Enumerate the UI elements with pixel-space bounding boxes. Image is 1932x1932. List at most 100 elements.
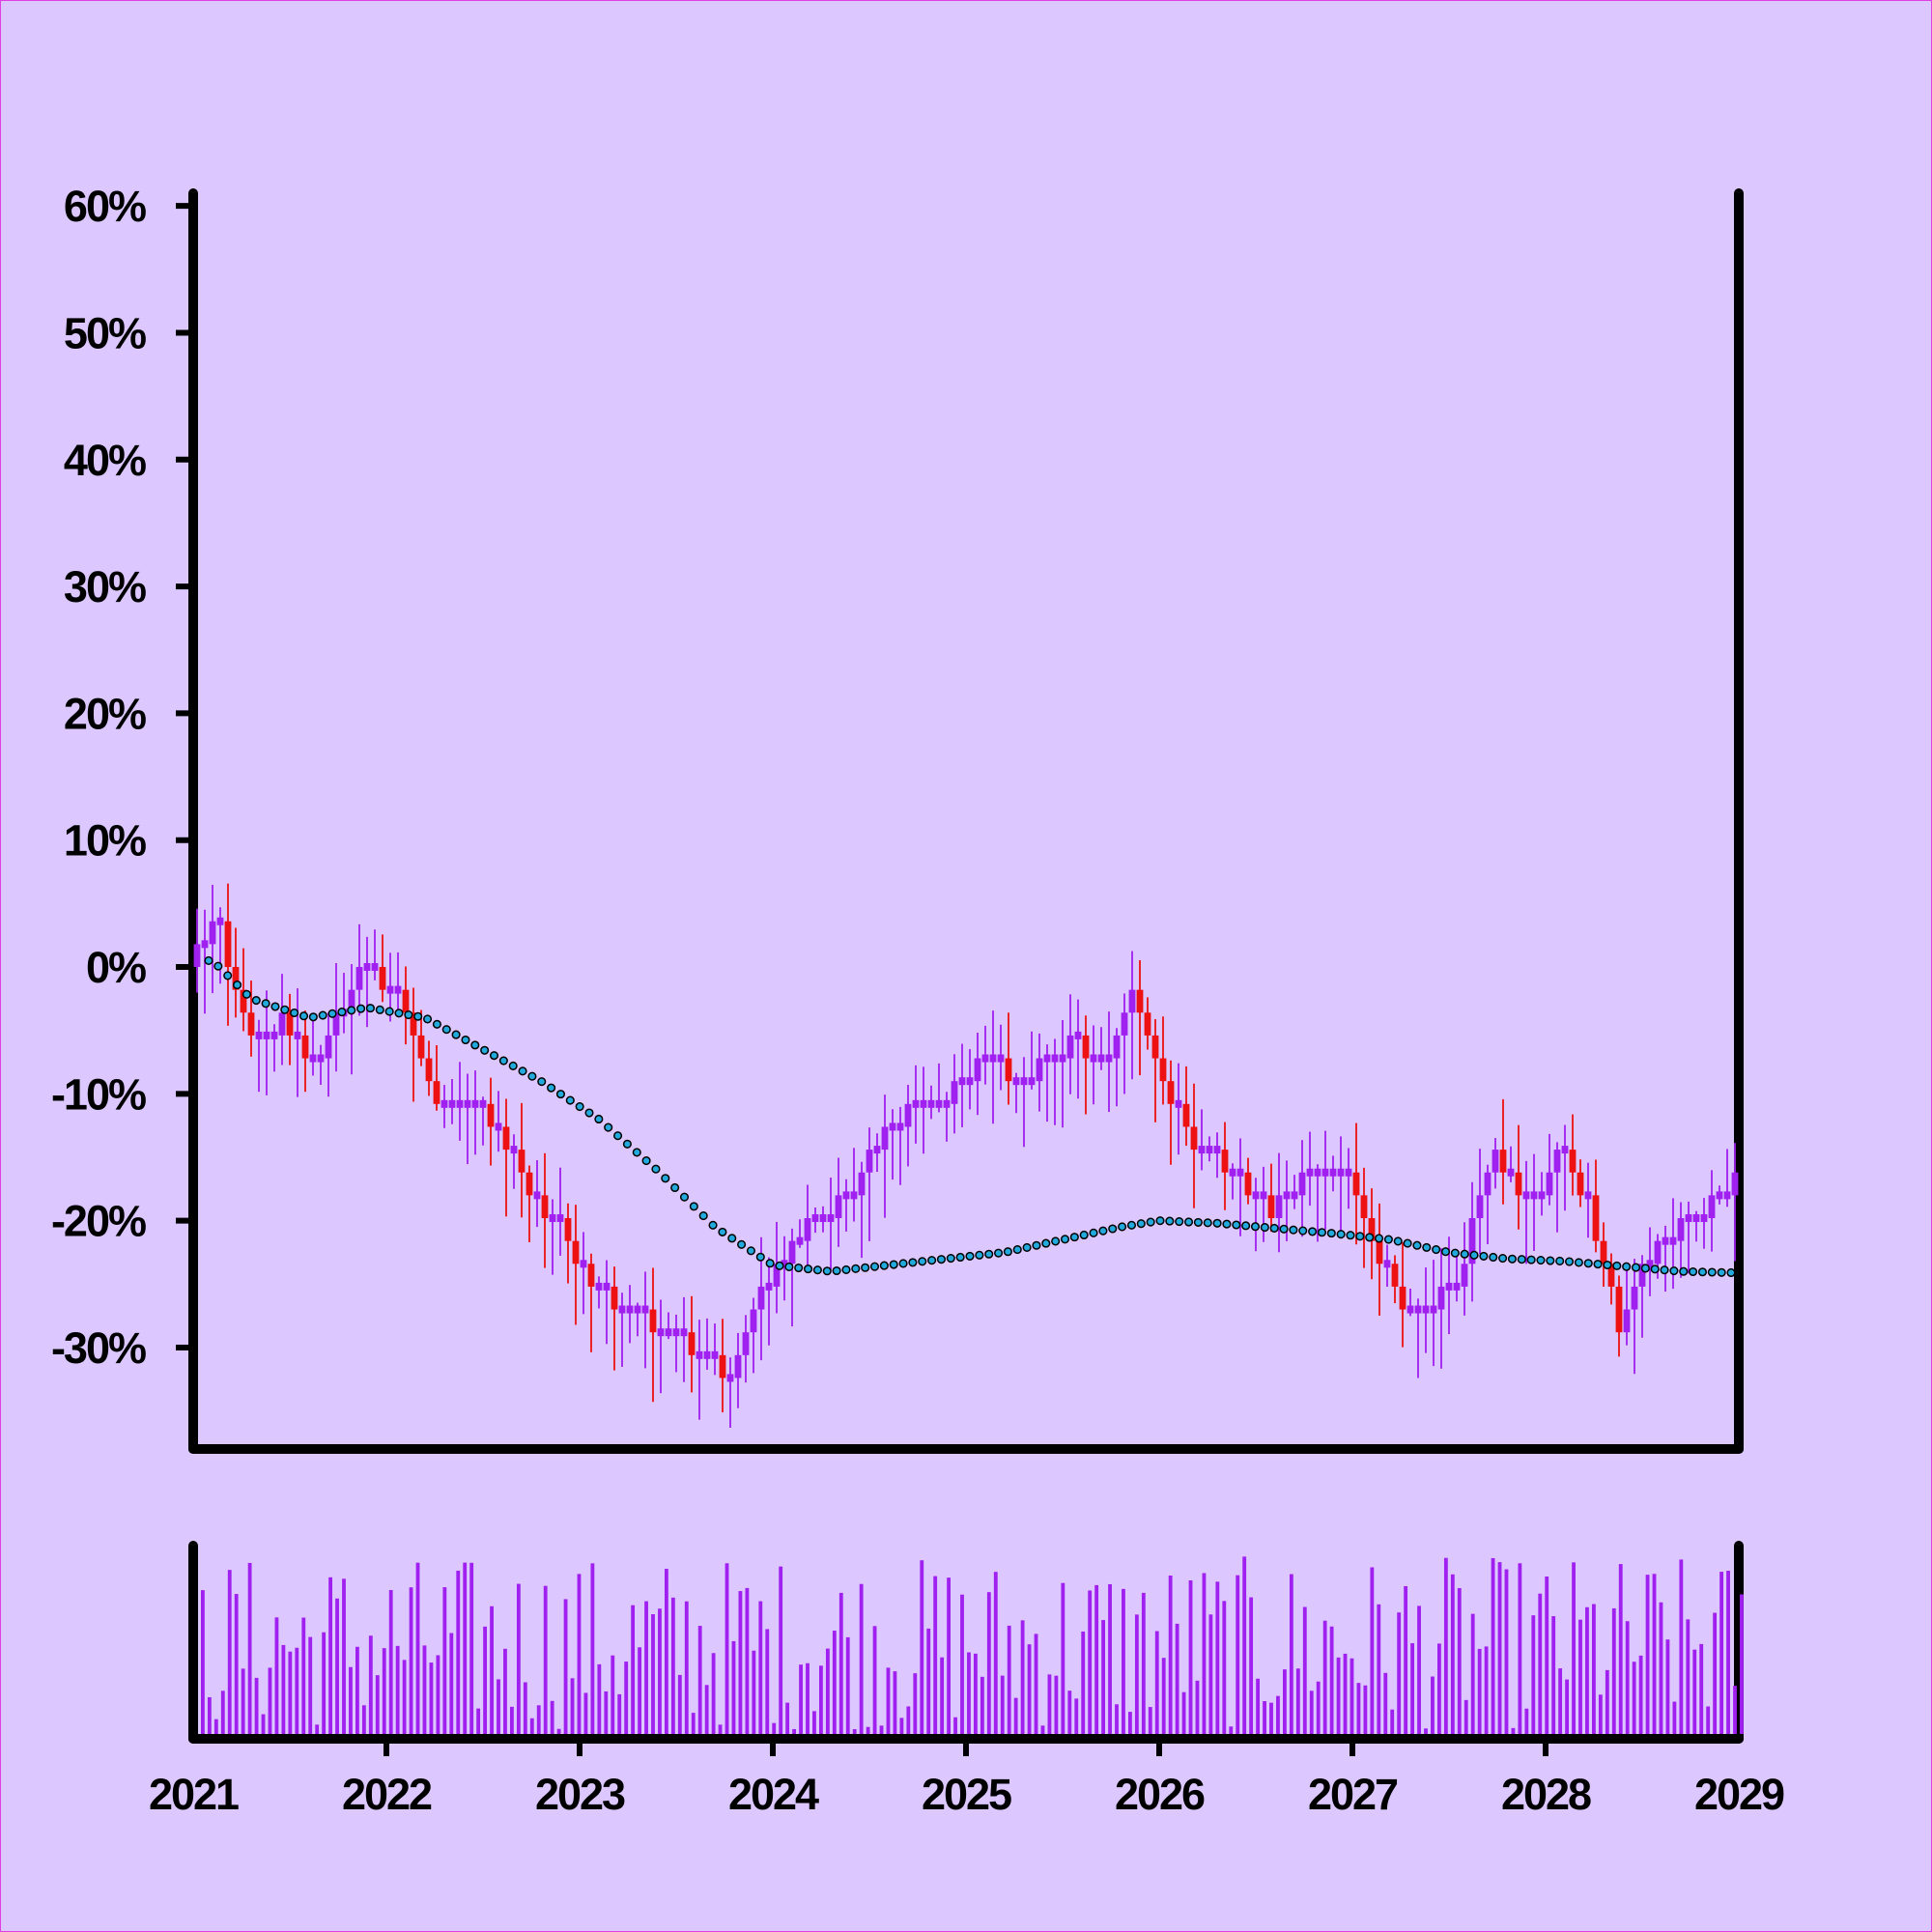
trend-point [1365,1233,1375,1242]
volume-bar [670,1597,675,1734]
candle-body [1515,1172,1522,1196]
volume-bar [1397,1612,1402,1734]
volume-bar [1356,1683,1361,1734]
trend-point [1317,1228,1326,1237]
volume-bar [1168,1575,1173,1734]
trend-point [1460,1249,1469,1259]
volume-bar [295,1647,299,1734]
candle-body [1028,1077,1036,1086]
trend-point [1440,1247,1451,1257]
trend-point [1212,1218,1222,1228]
trend-point [270,1002,280,1011]
candle-body [696,1350,703,1359]
trend-point [1660,1265,1669,1275]
volume-bar [1276,1695,1280,1734]
candle-body [410,1012,417,1036]
candle-body [927,1099,935,1108]
candle-body [611,1286,618,1310]
volume-bar [1336,1657,1341,1734]
x-tick-label: 2028 [1501,1770,1591,1819]
volume-bar [1329,1626,1334,1734]
volume-bar [974,1653,978,1734]
volume-bar [1632,1662,1636,1734]
volume-bar [476,1708,481,1734]
trend-point [641,1156,651,1166]
candle-body [703,1350,711,1359]
trend-point [1546,1256,1555,1265]
x-axis-ticks: 2021 2022 2023 2024 2025 2026 2027 2028 2029 [149,1739,1786,1819]
volume-bar [268,1667,272,1734]
trend-point [394,1009,404,1018]
candle-body [533,1191,541,1200]
volume-bar [1148,1707,1152,1734]
volume-bar [469,1562,474,1734]
candle-body [788,1240,796,1264]
trend-point [1375,1234,1384,1243]
trend-point [1603,1260,1612,1270]
trend-point [527,1071,537,1081]
candle-body [1623,1309,1631,1333]
volume-bar [1161,1658,1166,1734]
trend-point [565,1095,575,1105]
trend-point [441,1025,451,1035]
trend-point [1612,1261,1622,1270]
candle-body [1151,1035,1159,1059]
volume-bar [859,1583,864,1734]
volume-bar [1497,1562,1502,1734]
volume-bar [254,1677,259,1734]
candle-body [201,940,209,949]
x-tick-label: 2026 [1115,1770,1205,1819]
candle-body [1731,1172,1739,1196]
trend-point [1260,1223,1269,1233]
volume-bar [361,1705,366,1734]
trend-point [1555,1256,1565,1265]
candle-body [402,989,410,1013]
trend-point [984,1249,994,1259]
volume-bar [1302,1606,1307,1734]
candle-body [1051,1054,1059,1063]
trend-line [204,955,1736,1278]
volume-bar [1679,1559,1684,1734]
candle-body [348,989,355,1013]
trend-point [1136,1219,1146,1229]
volume-bar [1713,1612,1718,1734]
candle-body [216,917,224,925]
candle-body [301,1035,309,1059]
trend-point [965,1251,975,1261]
volume-bar [947,1577,951,1734]
trend-point [1289,1225,1298,1235]
candle-body [1345,1168,1352,1177]
volume-bar [1524,1708,1529,1734]
trend-point [1193,1217,1203,1227]
volume-bar [806,1662,810,1734]
volume-bar [1289,1574,1293,1734]
trend-point [1479,1251,1489,1261]
trend-point [1203,1218,1212,1228]
trend-point [851,1264,861,1273]
trend-point [727,1234,737,1243]
trend-point [1336,1230,1346,1239]
candle-body [1700,1214,1708,1223]
trend-point [375,1005,384,1014]
candle-body [866,1150,873,1173]
volume-bar [1686,1619,1690,1734]
volume-bar [274,1617,279,1734]
candle-body [471,1099,479,1108]
volume-bar [375,1675,380,1734]
candle-body [1090,1054,1097,1063]
trend-point [1165,1216,1175,1226]
trend-point [804,1264,813,1274]
volume-bar [752,1650,756,1734]
candle-body [263,1031,270,1039]
trend-point [1393,1236,1403,1246]
trend-point [832,1265,841,1276]
candle-body [1522,1191,1530,1200]
volume-bar [1154,1631,1159,1734]
volume-bar [1370,1567,1375,1734]
trend-point [784,1262,794,1271]
trend-point [936,1255,947,1264]
candle-body [912,1099,920,1108]
volume-bar [322,1632,327,1734]
candle-body [502,1126,510,1151]
trend-point [841,1264,851,1274]
